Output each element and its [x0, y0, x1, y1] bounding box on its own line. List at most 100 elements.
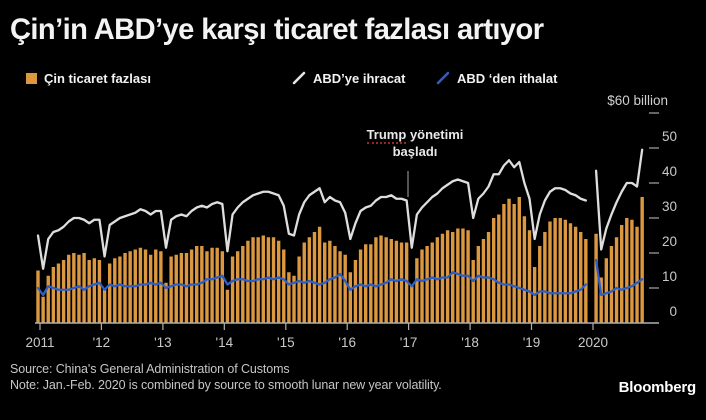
surplus-bar	[471, 260, 475, 323]
x-tick-label: 2020	[578, 335, 608, 350]
surplus-bar	[543, 232, 547, 323]
surplus-bar	[230, 256, 235, 323]
legend-item-imports: ABD ‘den ithalat	[436, 69, 557, 87]
surplus-bar	[594, 233, 598, 323]
blue-line-swatch-icon	[436, 71, 450, 85]
y-tick-label: 20	[662, 234, 677, 249]
surplus-bar	[143, 249, 148, 323]
surplus-bar	[41, 296, 45, 323]
surplus-bar	[630, 219, 634, 323]
surplus-bar	[420, 249, 424, 323]
legend-label-exports: ABD’ye ihracat	[313, 70, 406, 86]
surplus-bar	[215, 247, 219, 323]
surplus-bar	[164, 282, 168, 323]
surplus-bar	[200, 246, 204, 323]
surplus-bar	[276, 240, 281, 323]
surplus-bar	[553, 218, 557, 323]
x-tick-label: '15	[277, 335, 295, 350]
surplus-bar	[625, 218, 629, 323]
surplus-bar	[389, 239, 393, 323]
surplus-bar	[517, 197, 521, 323]
surplus-bar	[538, 246, 542, 323]
surplus-bar	[113, 258, 117, 323]
surplus-bar	[159, 251, 163, 323]
surplus-bar	[154, 249, 158, 323]
x-tick-label: 2011	[25, 335, 54, 350]
surplus-bar	[522, 216, 527, 323]
surplus-bar	[169, 256, 173, 323]
bar-swatch-icon	[26, 72, 37, 84]
surplus-bar	[635, 226, 639, 323]
surplus-bar	[558, 218, 562, 323]
exports-line	[36, 148, 644, 270]
x-tick-label: '18	[461, 335, 479, 350]
surplus-bar	[51, 267, 56, 323]
surplus-bar	[507, 198, 511, 323]
y-axis-unit-label: $60 billion	[607, 93, 668, 108]
x-tick-label: '16	[338, 335, 356, 350]
surplus-bar	[563, 219, 568, 323]
surplus-bar	[609, 246, 614, 323]
surplus-bar	[179, 253, 184, 323]
legend-label-imports: ABD ‘den ithalat	[457, 70, 558, 86]
bloomberg-logo: Bloomberg	[618, 379, 697, 396]
legend-item-trade-surplus: Çin ticaret fazlası	[26, 69, 151, 87]
surplus-bar	[77, 254, 81, 323]
surplus-bar	[107, 263, 112, 323]
surplus-bar	[619, 225, 624, 323]
surplus-bar	[61, 260, 66, 323]
surplus-bar	[92, 258, 97, 323]
surplus-bar	[297, 256, 301, 323]
surplus-bar	[235, 251, 240, 323]
y-tick-label: 0	[669, 304, 677, 319]
surplus-bar	[328, 240, 332, 323]
line-segment	[36, 159, 587, 270]
surplus-bar	[512, 204, 516, 323]
x-tick-label: '13	[154, 335, 172, 350]
annotation-trump-administration: Trump yönetimi başladı	[340, 126, 490, 160]
x-tick-label: '12	[93, 335, 111, 350]
annotation-line-1: Trump yönetimi	[366, 127, 464, 144]
note-text: Note: Jan.-Feb. 2020 is combined by sour…	[10, 378, 442, 392]
surplus-bar	[174, 254, 178, 323]
annotation-line-2: başladı	[392, 144, 438, 159]
legend-label-trade-surplus: Çin ticaret fazlası	[44, 70, 151, 86]
surplus-bar	[410, 284, 414, 323]
white-line-swatch-icon	[292, 71, 306, 85]
surplus-bar	[343, 254, 347, 323]
surplus-bar	[548, 221, 552, 323]
chart-footer: Source: China's General Administration o…	[10, 361, 442, 393]
surplus-bar	[287, 272, 291, 323]
surplus-bar	[312, 232, 317, 323]
surplus-bar	[333, 246, 337, 323]
surplus-bar	[148, 254, 153, 323]
surplus-bar	[353, 260, 358, 323]
surplus-bar	[292, 275, 296, 323]
surplus-bar	[568, 223, 573, 323]
x-tick-label: '17	[400, 335, 418, 350]
surplus-bar	[476, 246, 481, 323]
surplus-bar	[123, 253, 127, 323]
surplus-bar	[205, 251, 209, 323]
surplus-bar	[497, 214, 501, 323]
surplus-bar	[87, 260, 91, 323]
imports-line	[36, 258, 644, 297]
surplus-bar	[374, 237, 378, 323]
surplus-bar	[102, 289, 107, 323]
surplus-bar	[358, 249, 363, 323]
surplus-bar	[189, 249, 194, 323]
surplus-bar	[348, 272, 353, 323]
y-tick-label: 10	[662, 269, 677, 284]
x-tick-label: '19	[523, 335, 541, 350]
surplus-bar	[491, 218, 496, 323]
surplus-bar	[579, 232, 583, 323]
surplus-bar	[599, 277, 603, 323]
x-axis: 2011 '12 '13 '14 '15 '16 '17 '18 '19 2020	[25, 323, 608, 350]
surplus-bar	[425, 246, 429, 323]
surplus-bar	[184, 253, 189, 323]
surplus-bar	[46, 275, 50, 323]
surplus-bar	[282, 249, 286, 323]
surplus-bar	[384, 237, 388, 323]
surplus-bar	[118, 256, 122, 323]
